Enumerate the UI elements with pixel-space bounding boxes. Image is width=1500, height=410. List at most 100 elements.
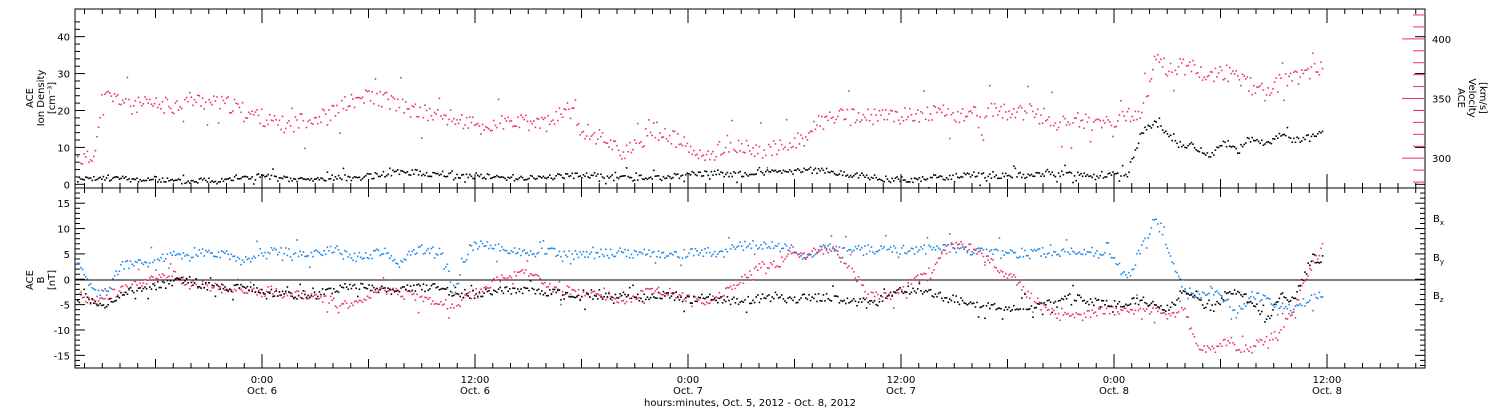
velocity-series-point — [1025, 112, 1028, 114]
by-series-point — [184, 255, 186, 257]
density-series-point — [1043, 175, 1045, 177]
density-series-point — [81, 178, 84, 181]
density-series-point — [723, 175, 725, 178]
velocity-series-point — [669, 134, 671, 137]
by-series-point — [1294, 305, 1297, 307]
velocity-series-point — [1190, 70, 1193, 73]
velocity-series-point — [1216, 76, 1218, 78]
by-series-point — [907, 250, 909, 253]
bz-series-point — [694, 296, 697, 298]
bx-series-point — [861, 301, 863, 303]
velocity-series-point — [688, 151, 690, 153]
bx-series-point — [957, 301, 959, 303]
by-series-point — [1209, 285, 1212, 288]
bz-series-point — [433, 303, 436, 305]
by-series-point — [217, 251, 220, 253]
density-series-point — [683, 180, 685, 183]
by-series-point — [387, 251, 389, 254]
by-series-point — [598, 256, 601, 258]
bz-series-point — [1281, 312, 1284, 315]
by-series-point — [173, 250, 175, 253]
bz-series-point — [489, 286, 492, 289]
density-series-point — [313, 178, 316, 180]
by-series-point — [1134, 264, 1137, 266]
by-series-point — [371, 257, 373, 260]
bx-series-point — [296, 298, 298, 300]
bz-series-point — [256, 294, 258, 296]
density-series-point — [497, 176, 500, 178]
velocity-series-point — [1061, 145, 1063, 148]
velocity-series-point — [939, 108, 941, 111]
velocity-series-point — [294, 116, 297, 118]
by-series-point — [1096, 250, 1098, 252]
bx-series-point — [989, 307, 991, 310]
velocity-series-point — [611, 148, 613, 151]
bz-series-point — [704, 303, 706, 306]
by-series-point — [752, 240, 754, 242]
bx-series-point — [536, 289, 538, 292]
bx-series-point — [1054, 300, 1057, 303]
bz-series-point — [797, 253, 799, 256]
velocity-series-point — [248, 111, 250, 114]
bx-series-point — [641, 300, 644, 303]
bz-series-point — [590, 291, 593, 294]
by-series-point — [219, 256, 221, 259]
bx-series-point — [1067, 294, 1069, 296]
density-series-point — [273, 175, 276, 177]
bz-series-point — [1241, 335, 1244, 338]
bz-series-point — [411, 293, 413, 296]
bx-series-point — [995, 308, 997, 311]
velocity-series-point — [709, 158, 711, 161]
bx-series-point — [905, 291, 908, 293]
velocity-series-point — [622, 151, 625, 153]
bx-series-point — [789, 296, 791, 298]
density-series-point — [1053, 174, 1055, 177]
bx-series-point — [713, 297, 716, 299]
bx-series-point — [643, 293, 645, 295]
velocity-series-point — [493, 119, 495, 122]
velocity-series-point — [1288, 75, 1290, 78]
velocity-series-point — [289, 125, 292, 127]
by-series-point — [640, 251, 642, 254]
density-series-point — [645, 177, 647, 179]
bx-series-point — [209, 277, 212, 279]
bx-series-point — [235, 284, 237, 286]
velocity-series-point — [1230, 72, 1233, 75]
bz-series-point — [416, 293, 418, 296]
density-series-point — [315, 178, 317, 180]
by-series-point — [259, 247, 261, 250]
density-series-point — [912, 181, 914, 184]
velocity-series-point — [723, 151, 725, 154]
by-series-point — [913, 253, 916, 255]
by-series-point — [576, 253, 578, 255]
bx-series-point — [381, 285, 383, 287]
density-series-point — [197, 182, 199, 184]
velocity-series-point — [917, 109, 919, 111]
by-series-point — [1296, 304, 1298, 306]
density-series-point — [174, 179, 177, 181]
bx-series-point — [77, 299, 79, 302]
velocity-series-point — [126, 76, 129, 79]
density-series-point — [112, 177, 114, 179]
velocity-series-point — [926, 106, 929, 109]
velocity-series-point — [190, 96, 193, 98]
density-series-point — [270, 174, 273, 177]
velocity-series-point — [968, 110, 970, 113]
bz-series-point — [520, 270, 522, 272]
bx-series-point — [389, 288, 391, 290]
bz-series-point — [761, 261, 764, 263]
by-series-point — [333, 251, 335, 253]
top-left-ytick-label: 40 — [57, 33, 70, 44]
bx-series-point — [1040, 302, 1042, 304]
bz-series-point — [1073, 316, 1076, 319]
bz-series-point — [576, 296, 578, 299]
bx-series-point — [89, 302, 92, 304]
bx-series-point — [752, 299, 754, 302]
density-series-point — [993, 176, 996, 178]
density-series-point — [368, 173, 370, 175]
bx-series-point — [757, 294, 759, 296]
bx-series-point — [142, 287, 145, 290]
velocity-series-point — [1227, 80, 1229, 83]
density-series-point — [288, 180, 290, 183]
bx-series-point — [1123, 305, 1125, 307]
